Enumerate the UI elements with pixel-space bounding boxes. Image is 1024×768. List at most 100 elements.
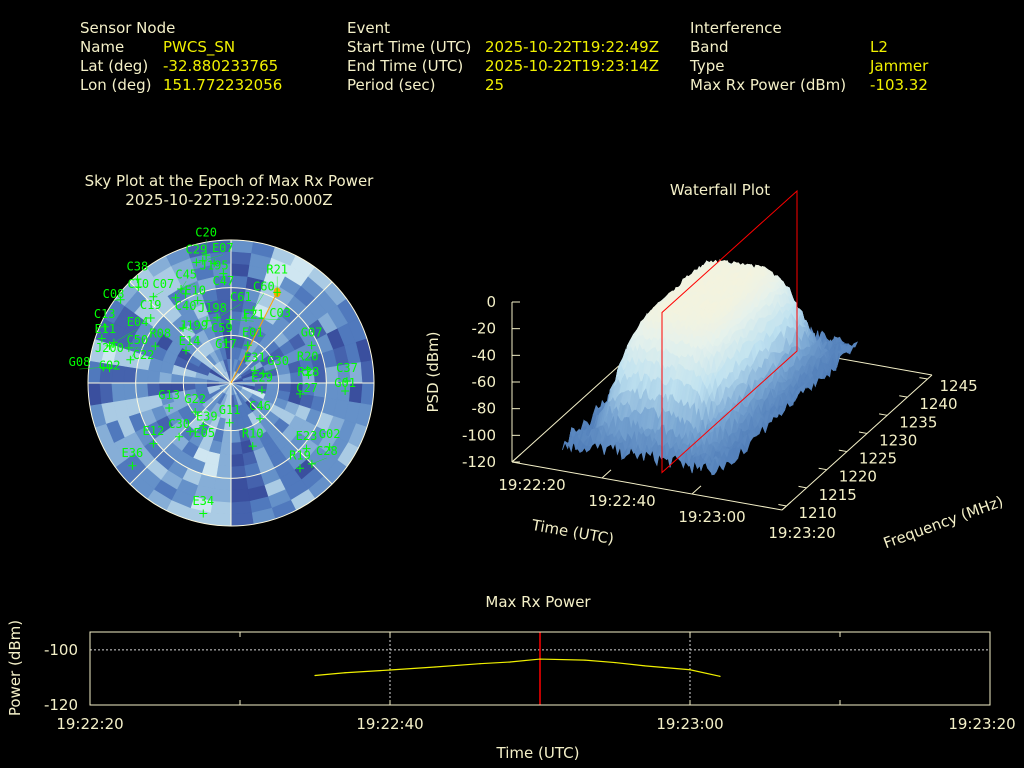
satellite-plus-icon xyxy=(304,370,313,379)
frequency-tick-label: 1235 xyxy=(899,413,937,431)
sky-plot-subtitle: 2025-10-22T19:22:50.000Z xyxy=(125,191,332,209)
satellite-plus-icon xyxy=(303,365,312,374)
satellite-plus-icon xyxy=(177,285,186,294)
satellite-c46: C46 xyxy=(249,399,271,423)
satellite-e05: E05 xyxy=(186,426,215,440)
start-time-label: Start Time (UTC) xyxy=(347,38,472,56)
satellite-r19: R19 xyxy=(289,448,311,473)
satellite-label: C03 xyxy=(269,306,291,320)
frequency-tick-label: 1210 xyxy=(799,504,837,522)
sky-heatmap-cell xyxy=(230,441,243,455)
satellite-plus-icon xyxy=(213,313,222,322)
sky-heatmap xyxy=(87,239,375,527)
sky-plot: Sky Plot at the Epoch of Max Rx Power 20… xyxy=(69,172,375,527)
label-leader-line xyxy=(253,293,265,311)
sky-heatmap-cell xyxy=(277,373,291,384)
satellite-label: R10 xyxy=(242,426,264,440)
satellite-label: E39 xyxy=(196,409,218,423)
power-point xyxy=(509,661,511,663)
satellite-label: C45 xyxy=(175,267,197,281)
satellite-plus-icon xyxy=(199,509,208,518)
satellite-plus-icon xyxy=(193,296,202,305)
satellite-e14: E14 xyxy=(179,334,201,355)
time-tick-label: 19:23:00 xyxy=(678,508,745,526)
satellite-label: E36 xyxy=(122,446,144,460)
satellite-c28: C28 xyxy=(307,444,338,468)
satellite-label: G07 xyxy=(301,326,323,340)
satellite-c07: C07 xyxy=(149,277,174,301)
satellite-r21: R21 xyxy=(266,263,288,297)
satellite-e04: E04 xyxy=(109,315,149,347)
end-time-value: 2025-10-22T19:23:14Z xyxy=(485,57,659,75)
satellite-c37: C37 xyxy=(336,361,358,385)
label-leader-line xyxy=(113,328,138,343)
satellite-g07: G07 xyxy=(301,326,323,350)
satellite-c19: C19 xyxy=(140,298,162,323)
satellite-plus-icon xyxy=(325,443,334,452)
satellite-r28: R28 xyxy=(298,365,320,379)
max-power-value: -103.32 xyxy=(870,76,928,94)
sky-heatmap-cell xyxy=(230,512,254,527)
power-point xyxy=(719,675,721,677)
frequency-tick xyxy=(919,377,928,380)
satellite-plus-icon xyxy=(105,364,114,373)
interference-title: Interference xyxy=(690,19,782,37)
power-point xyxy=(344,672,346,674)
power-point xyxy=(644,665,646,667)
sky-heatmap-cell xyxy=(230,476,249,491)
satellite-label: C10 xyxy=(127,277,149,291)
sky-heatmap-cell xyxy=(230,429,241,443)
satellite-e10: E10 xyxy=(177,283,206,297)
satellite-plus-icon xyxy=(219,269,228,278)
sky-heatmap-cell xyxy=(230,488,250,503)
label-leader-line xyxy=(180,282,196,290)
sky-heatmap-cell xyxy=(135,367,149,384)
satellite-plus-icon xyxy=(295,464,304,473)
time-tick xyxy=(601,469,612,479)
satellite-c38: C38 xyxy=(127,259,148,284)
waterfall-zlabel: PSD (dBm) xyxy=(424,331,442,412)
satellite-label: C61 xyxy=(230,290,252,304)
sky-heatmap-cell xyxy=(230,251,252,266)
power-line xyxy=(314,658,721,677)
satellite-label: E14 xyxy=(179,334,201,348)
power-point xyxy=(614,661,616,664)
satellite-label: R21 xyxy=(266,263,288,277)
band-label: Band xyxy=(690,38,729,56)
satellite-plus-icon xyxy=(126,355,135,364)
power-title: Max Rx Power xyxy=(485,593,591,611)
event-title: Event xyxy=(347,19,390,37)
psd-tick-label: -20 xyxy=(472,320,497,338)
satellite-label: J198 xyxy=(198,301,227,315)
frequency-tick xyxy=(838,449,848,453)
satellite-label: C28 xyxy=(316,444,338,458)
satellite-g30: G30 xyxy=(259,354,289,378)
x-tick-label: 19:22:20 xyxy=(56,715,123,733)
satellite-plus-icon xyxy=(146,314,155,323)
satellite-plus-icon xyxy=(198,256,207,265)
satellite-plus-icon xyxy=(273,288,282,297)
label-leader-line xyxy=(182,327,194,333)
waterfall-xlabel: Time (UTC) xyxy=(529,516,615,548)
satellite-plus-icon xyxy=(175,432,184,441)
y-tick-label: -120 xyxy=(44,696,78,714)
satellite-plus-icon xyxy=(250,366,259,375)
power-point xyxy=(389,669,391,671)
name-value: PWCS_SN xyxy=(163,38,236,56)
y-tick-label: -100 xyxy=(44,641,78,659)
power-plot: Max Rx Power Power (dBm) Time (UTC) 19:2… xyxy=(6,593,1016,762)
satellite-label: C37 xyxy=(336,361,358,375)
satellite-label: G13 xyxy=(158,388,180,402)
power-ylabel: Power (dBm) xyxy=(6,620,24,716)
power-point xyxy=(539,658,541,660)
satellite-r20: R20 xyxy=(297,350,319,374)
satellite-label: E04 xyxy=(127,315,149,329)
frequency-tick-label: 1245 xyxy=(940,377,978,395)
satellite-label: C27 xyxy=(296,381,318,395)
waterfall-title: Waterfall Plot xyxy=(670,181,770,199)
satellite-plus-icon xyxy=(341,386,350,395)
label-leader-line xyxy=(190,425,205,432)
satellite-plus-icon xyxy=(221,337,230,346)
psd-tick-label: -40 xyxy=(472,346,497,364)
satellite-c13: C13 xyxy=(94,307,116,331)
